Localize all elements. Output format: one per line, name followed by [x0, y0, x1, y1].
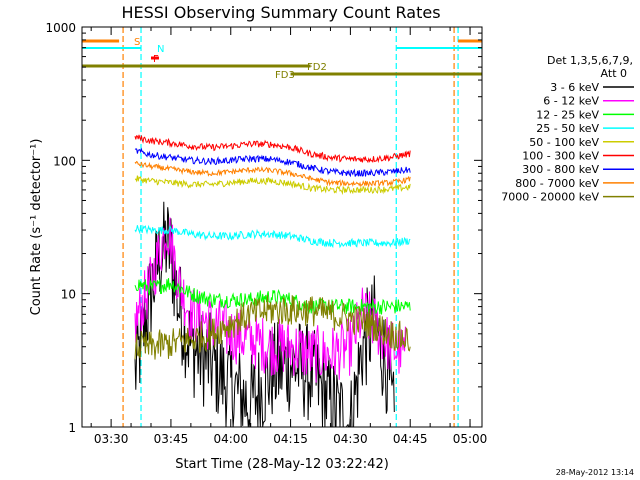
x-axis-label: Start Time (28-May-12 03:22:42) — [175, 457, 389, 472]
y-tick-label: 1 — [68, 421, 76, 435]
x-tick-label: 04:30 — [333, 432, 368, 446]
series-line — [134, 134, 411, 164]
flag-label: FD2 — [307, 62, 327, 73]
footer-timestamp: 28-May-2012 13:14 — [556, 468, 634, 477]
x-tick-label: 04:45 — [393, 432, 428, 446]
legend-entry-label: 3 - 6 keV — [550, 81, 599, 94]
legend-entry-label: 800 - 7000 keV — [515, 177, 599, 190]
legend-entry-label: 100 - 300 keV — [522, 150, 599, 163]
plot-frame — [81, 26, 483, 428]
x-tick-label: 03:45 — [154, 432, 189, 446]
legend-subtitle: Att 0 — [601, 67, 627, 80]
axes: 03:30 03:45 04:00 04:15 04:30 04:45 05:00 1 10 10… — [45, 21, 487, 446]
series-line — [134, 160, 411, 188]
y-tick-label: 1000 — [45, 21, 76, 35]
legend-entry-label: 50 - 100 keV — [529, 136, 599, 149]
series-line — [134, 295, 411, 360]
y-tick-label: 10 — [61, 288, 76, 302]
legend-entry-label: 6 - 12 keV — [543, 95, 599, 108]
flag-label: F — [153, 54, 159, 65]
y-axis-label: Count Rate (s⁻¹ detector⁻¹) — [29, 139, 44, 316]
series-line — [134, 201, 395, 428]
flag-label: FD3 — [275, 70, 295, 81]
flag-label: S — [134, 37, 140, 48]
flag-bars: S NF FD2 FD3 — [82, 37, 482, 81]
chart-title: HESSI Observing Summary Count Rates — [121, 3, 440, 22]
series-line — [134, 278, 411, 316]
x-tick-label: 04:15 — [273, 432, 308, 446]
x-tick-label: 03:30 — [94, 432, 129, 446]
legend-title: Det 1,3,5,6,7,9, — [547, 54, 633, 67]
series-line — [134, 224, 411, 249]
y-tick-label: 100 — [53, 154, 76, 168]
series-line — [134, 147, 411, 178]
series-lines — [134, 134, 411, 428]
legend-entry-label: 7000 - 20000 keV — [501, 191, 599, 204]
legend-entry-label: 12 - 25 keV — [536, 108, 599, 121]
x-tick-label: 05:00 — [453, 432, 488, 446]
x-tick-label: 04:00 — [213, 432, 248, 446]
legend-entry-label: 300 - 800 keV — [522, 163, 599, 176]
flag-label: N — [157, 44, 164, 55]
legend-entry-label: 25 - 50 keV — [536, 122, 599, 135]
series-line — [134, 175, 411, 196]
